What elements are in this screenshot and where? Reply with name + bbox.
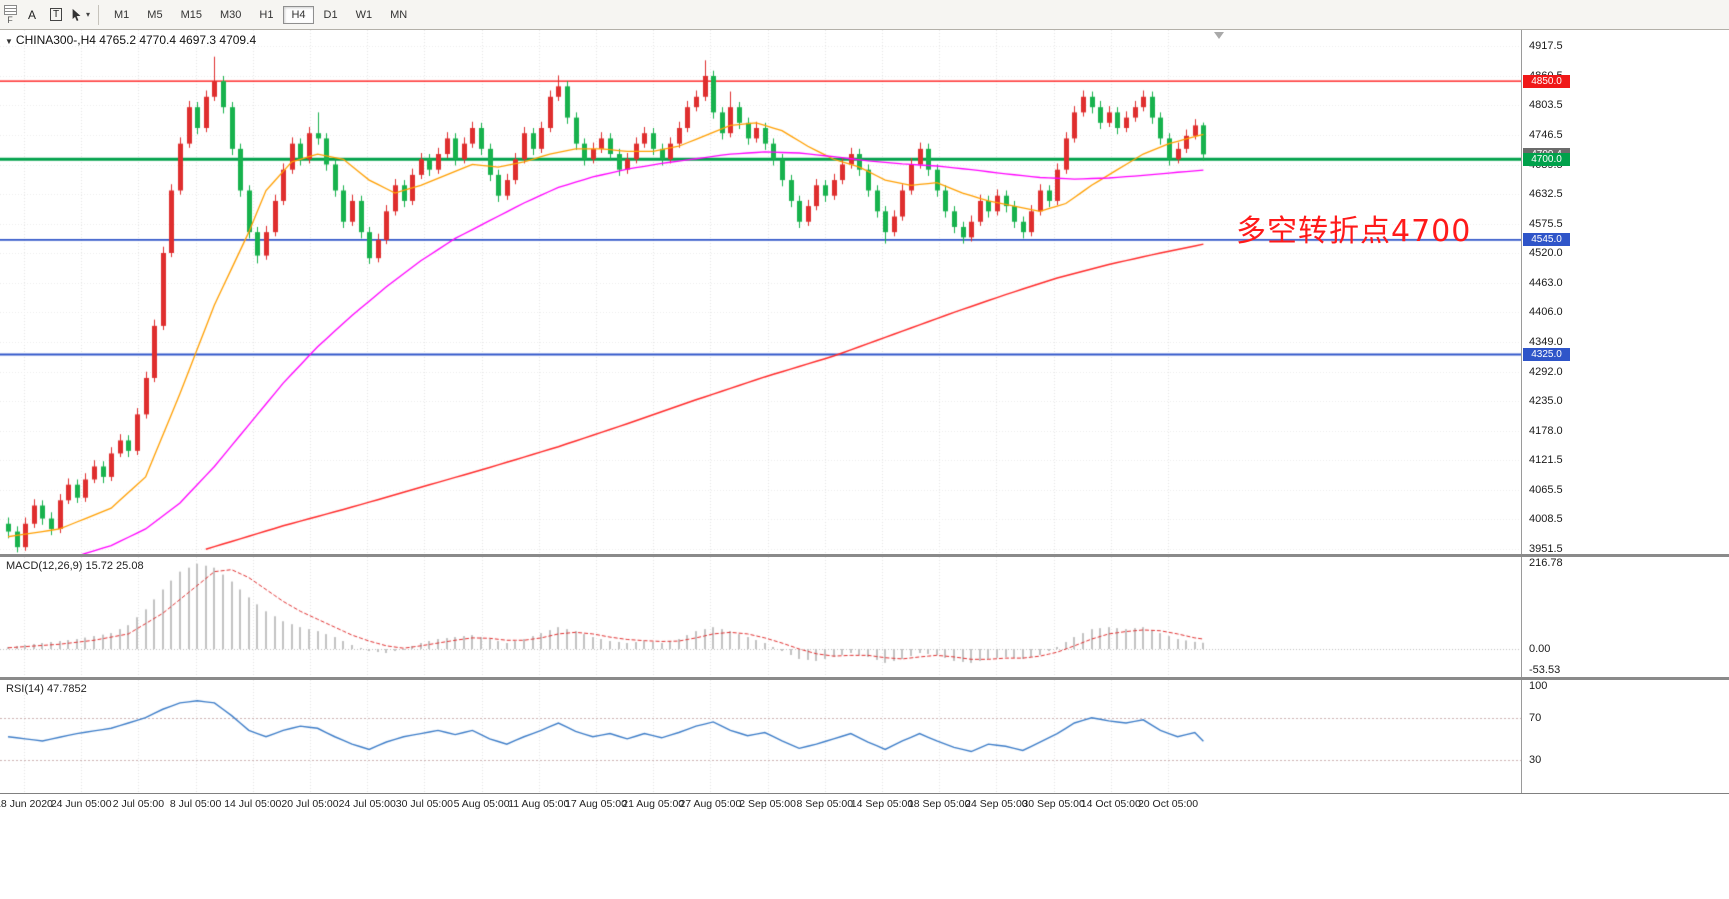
rsi-scale-tick: 100: [1529, 680, 1548, 692]
price-tag: 4850.0: [1523, 74, 1570, 88]
price-tick: 4463.0: [1529, 276, 1563, 289]
panel-separator[interactable]: [0, 554, 1729, 557]
chevron-down-icon: ▾: [86, 10, 91, 19]
price-tick: 4575.5: [1529, 218, 1563, 231]
time-tick: 18 Sep 05:00: [907, 798, 971, 810]
price-tick: 4746.5: [1529, 129, 1563, 142]
macd-scale-tick: 0.00: [1529, 643, 1551, 655]
time-tick: 20 Oct 05:00: [1137, 798, 1199, 810]
time-tick: 24 Jun 05:00: [50, 798, 112, 810]
price-tick: 4349.0: [1529, 336, 1563, 349]
f-label: F: [7, 14, 13, 25]
panel-separator[interactable]: [0, 677, 1729, 680]
rsi-canvas[interactable]: [0, 680, 1521, 793]
toolbar-grip[interactable]: F: [2, 4, 18, 25]
period-button-h4[interactable]: H4: [283, 5, 314, 24]
time-tick: 30 Sep 05:00: [1022, 798, 1085, 810]
macd-canvas[interactable]: [0, 557, 1521, 677]
time-tick: 2 Sep 05:00: [739, 798, 796, 810]
price-tag: 4325.0: [1523, 348, 1570, 362]
period-button-m5[interactable]: M5: [147, 8, 163, 21]
time-tick: 8 Sep 05:00: [796, 798, 854, 810]
price-tick: 4121.5: [1529, 454, 1563, 467]
time-tick: 24 Jul 05:00: [338, 798, 396, 810]
macd-scale-tick: -53.53: [1529, 664, 1561, 677]
label-tool-button[interactable]: T: [45, 3, 67, 27]
time-tick: 30 Jul 05:00: [395, 798, 453, 810]
period-button-m30[interactable]: M30: [219, 8, 242, 21]
price-tag: 4700.0: [1523, 152, 1570, 166]
price-tick: 4632.5: [1529, 188, 1563, 201]
symbol-dropdown-icon[interactable]: ▼: [5, 37, 13, 46]
ohlc-values: 4765.2 4770.4 4697.3 4709.4: [99, 33, 257, 47]
price-tag: 4545.0: [1523, 233, 1570, 247]
rsi-scale-tick: 30: [1529, 753, 1542, 766]
period-button-m15[interactable]: M15: [180, 8, 202, 21]
time-tick: 21 Aug 05:00: [622, 798, 685, 810]
time-tick: 20 Jul 05:00: [281, 798, 339, 810]
chart-shift-marker[interactable]: [1214, 32, 1224, 39]
chart-header: ▼ CHINA300-,H4 4765.2 4770.4 4697.3 4709.…: [5, 33, 256, 47]
time-tick: 27 Aug 05:00: [679, 798, 742, 810]
time-axis[interactable]: 18 Jun 2020 24 Jun 05:00 2 Jul 05:00 8 Jul …: [0, 796, 1521, 820]
chart-area: ▼ CHINA300-,H4 4765.2 4770.4 4697.3 4709.…: [0, 30, 1729, 899]
arrow-tool-button[interactable]: ▾: [69, 3, 91, 27]
price-tick: 4406.0: [1529, 306, 1563, 319]
price-tick: 4178.0: [1529, 425, 1563, 438]
time-tick: 14 Jul 05:00: [224, 798, 282, 810]
time-tick: 14 Oct 05:00: [1080, 798, 1141, 810]
period-button-d1[interactable]: D1: [323, 8, 338, 21]
time-tick: 5 Aug 05:00: [453, 798, 510, 810]
time-tick: 2 Jul 05:00: [112, 798, 165, 810]
price-tick: 4803.5: [1529, 99, 1563, 112]
time-tick: 8 Jul 05:00: [169, 798, 222, 810]
time-tick: 11 Aug 05:00: [508, 798, 570, 810]
toolbar: F A T ▾ M1 M5 M15 M30 H1 H4 D1 W1 MN: [0, 0, 1729, 30]
time-tick: 17 Aug 05:00: [565, 798, 627, 810]
chart-grid-icon: [3, 4, 17, 15]
price-axis[interactable]: 4917.54860.54803.54746.54689.54632.54575…: [1521, 30, 1729, 793]
price-tick: 4008.5: [1529, 513, 1563, 526]
timeframe-group: M1 M5 M15 M30 H1 H4 D1 W1 MN: [105, 5, 416, 24]
rsi-indicator-label: RSI(14) 47.7852: [6, 683, 87, 695]
price-tick: 4917.5: [1529, 40, 1563, 52]
symbol-label: CHINA300-,H4: [15, 33, 96, 47]
price-tick: 4292.0: [1529, 365, 1563, 378]
price-tick: 3951.5: [1529, 543, 1563, 555]
time-tick: 24 Sep 05:00: [965, 798, 1028, 810]
rsi-scale-tick: 70: [1529, 711, 1542, 724]
cursor-arrow-icon: [72, 8, 81, 21]
time-tick: 14 Sep 05:00: [850, 798, 914, 810]
text-tool-icon: A: [27, 7, 36, 22]
time-tick: 18 Jun 2020: [0, 798, 53, 810]
price-tick: 4235.0: [1529, 395, 1563, 408]
period-button-w1[interactable]: W1: [355, 8, 373, 21]
price-tick: 4065.5: [1529, 483, 1563, 496]
period-button-h1[interactable]: H1: [259, 8, 274, 21]
period-button-m1[interactable]: M1: [114, 8, 130, 21]
price-chart-canvas[interactable]: [0, 30, 1521, 554]
chart-annotation-text[interactable]: 多空转折点4700: [1236, 214, 1472, 249]
macd-scale-tick: 216.78: [1529, 557, 1563, 569]
toolbar-separator: [98, 4, 100, 25]
price-tick: 4520.0: [1529, 246, 1563, 259]
macd-indicator-label: MACD(12,26,9) 15.72 25.08: [6, 560, 144, 572]
text-tool-button[interactable]: A: [21, 3, 43, 27]
panel-separator: [0, 793, 1729, 794]
period-button-mn[interactable]: MN: [390, 8, 408, 21]
label-tool-icon: T: [49, 8, 63, 21]
